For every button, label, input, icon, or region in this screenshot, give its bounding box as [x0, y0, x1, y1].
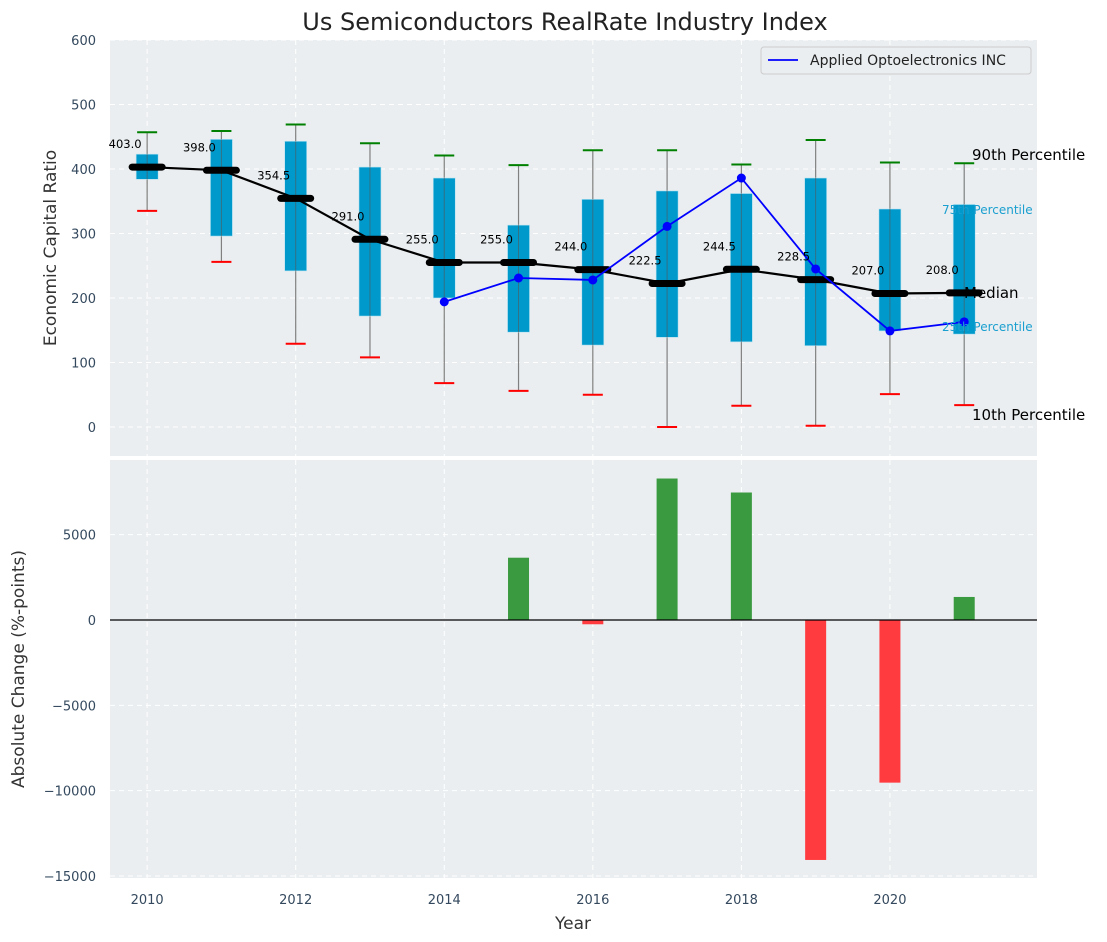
- top-y-tick-label: 500: [71, 99, 96, 114]
- change-bar: [508, 558, 529, 620]
- bottom-y-axis-label: Absolute Change (%-points): [9, 550, 29, 788]
- bottom-y-tick-label: 5000: [63, 529, 96, 544]
- p10-annotation: 10th Percentile: [972, 406, 1085, 424]
- top-y-ticks: 0 100 200 300 400 500 600: [71, 34, 96, 436]
- company-point: [440, 297, 449, 306]
- chart-figure: Us Semiconductors RealRate Industry Inde…: [0, 0, 1107, 942]
- median-value-label: 354.5: [257, 168, 290, 182]
- company-point: [885, 326, 894, 335]
- change-bar: [954, 597, 975, 620]
- bottom-y-ticks: −15000 −10000 −5000 0 5000: [44, 529, 96, 885]
- bottom-y-tick-label: 0: [88, 614, 96, 629]
- bottom-y-tick-label: −10000: [44, 785, 96, 800]
- top-y-tick-label: 100: [71, 357, 96, 372]
- median-value-label: 291.0: [332, 209, 365, 223]
- x-ticks: 2010 2012 2014 2016 2018 2020: [131, 893, 907, 908]
- p75-annotation: 75th Percentile: [942, 203, 1033, 217]
- company-point: [737, 174, 746, 183]
- top-y-tick-label: 200: [71, 292, 96, 307]
- p90-annotation: 90th Percentile: [972, 146, 1085, 164]
- x-tick-label: 2014: [428, 893, 461, 908]
- company-point: [514, 274, 523, 283]
- median-value-label: 208.0: [926, 263, 959, 277]
- change-bar: [805, 620, 826, 860]
- top-y-tick-label: 0: [88, 421, 96, 436]
- legend-label-company: Applied Optoelectronics INC: [810, 53, 1006, 69]
- median-value-label: 222.5: [629, 253, 662, 267]
- chart-title: Us Semiconductors RealRate Industry Inde…: [302, 8, 827, 36]
- change-bar: [879, 620, 900, 783]
- legend: Applied Optoelectronics INC: [761, 47, 1031, 74]
- bottom-y-tick-label: −15000: [44, 870, 96, 885]
- p25-annotation: 25th Percentile: [942, 320, 1033, 334]
- median-value-label: 207.0: [851, 263, 884, 277]
- median-value-label: 255.0: [406, 233, 439, 247]
- top-y-tick-label: 300: [71, 228, 96, 243]
- median-value-label: 403.0: [109, 137, 142, 151]
- median-value-label: 255.0: [480, 233, 513, 247]
- median-value-label: 228.5: [777, 250, 810, 264]
- top-y-axis-label: Economic Capital Ratio: [41, 150, 61, 346]
- change-bar: [657, 479, 678, 620]
- company-point: [663, 222, 672, 231]
- top-y-tick-label: 400: [71, 163, 96, 178]
- change-bar: [731, 493, 752, 620]
- median-annotation: Median: [964, 284, 1019, 302]
- median-value-label: 244.0: [554, 240, 587, 254]
- x-tick-label: 2012: [279, 893, 312, 908]
- x-axis-label: Year: [554, 914, 591, 934]
- bottom-y-tick-label: −5000: [52, 699, 96, 714]
- median-value-label: 398.0: [183, 140, 216, 154]
- company-point: [811, 264, 820, 273]
- median-value-label: 244.5: [703, 239, 736, 253]
- x-tick-label: 2020: [873, 893, 906, 908]
- x-tick-label: 2018: [725, 893, 758, 908]
- company-point: [588, 275, 597, 284]
- x-tick-label: 2010: [131, 893, 164, 908]
- x-tick-label: 2016: [576, 893, 609, 908]
- top-y-tick-label: 600: [71, 34, 96, 49]
